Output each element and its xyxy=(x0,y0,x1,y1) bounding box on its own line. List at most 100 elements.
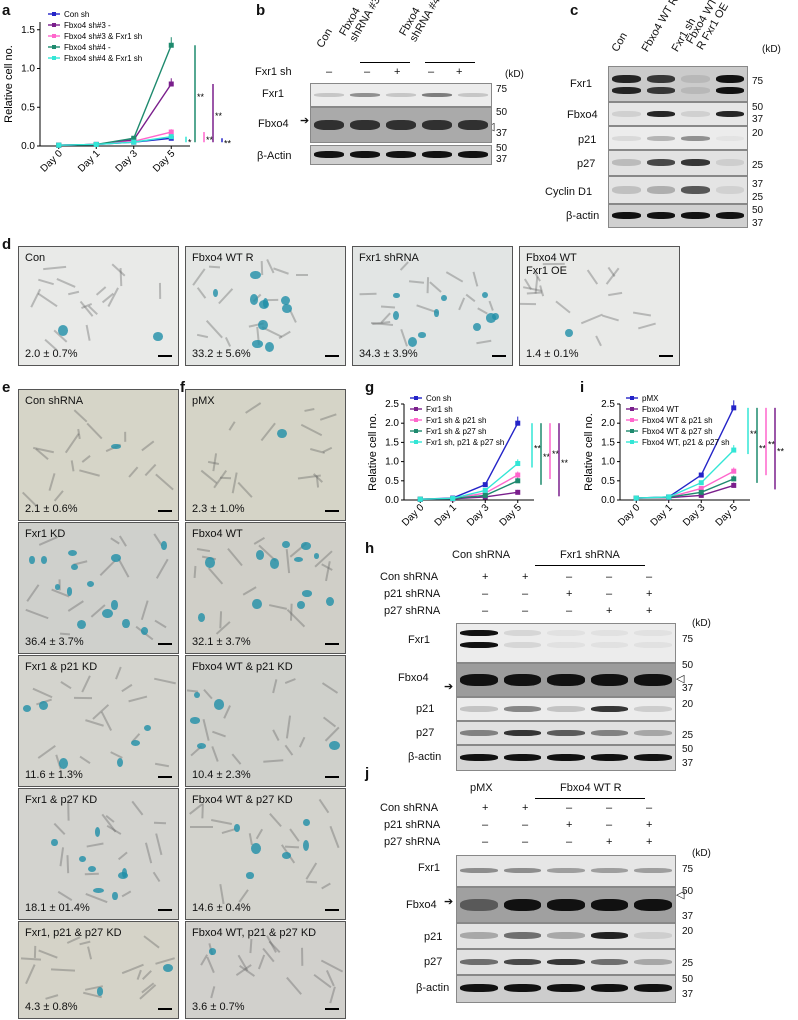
stained-cell xyxy=(110,554,122,563)
stained-cell xyxy=(79,855,86,862)
unstained-cell xyxy=(106,824,122,835)
blot-band xyxy=(590,754,629,761)
legend-marker xyxy=(52,12,56,16)
significance-label: ** xyxy=(759,443,767,453)
blot-c-col: Con xyxy=(609,30,631,54)
unstained-cell xyxy=(324,561,331,581)
micrograph-label: Fbxo4 WT, p21 & p27 KD xyxy=(192,927,317,939)
unstained-cell xyxy=(300,423,323,437)
legend-marker xyxy=(414,440,418,444)
unstained-cell xyxy=(295,274,309,277)
micrograph-f-5: Fbxo4 WT, p21 & p27 KD 3.6 ± 0.7% xyxy=(185,921,346,1019)
unstained-cell xyxy=(85,872,99,876)
unstained-cell xyxy=(285,715,291,739)
unstained-cell xyxy=(70,460,75,472)
blot-band xyxy=(634,642,672,648)
unstained-cell xyxy=(196,287,207,300)
scale-bar xyxy=(158,1008,172,1010)
blot-h-sign: – xyxy=(606,588,613,600)
blot-h-sign: – xyxy=(606,571,613,583)
unstained-cell xyxy=(81,454,91,463)
stained-cell xyxy=(252,598,262,610)
unstained-cell xyxy=(144,842,153,864)
scale-bar xyxy=(158,909,172,911)
unstained-cell xyxy=(128,695,148,703)
x-tick-label: Day 1 xyxy=(649,502,676,529)
blot-c-marker: 20 xyxy=(752,128,764,139)
unstained-cell xyxy=(121,890,132,898)
legend-label: Fxr1 sh & p21 sh xyxy=(426,416,486,425)
series-line xyxy=(636,449,735,499)
micrograph-label: Fxr1 & p27 KD xyxy=(25,794,98,806)
micrograph-f-3: Fbxo4 WT & p21 KD 10.4 ± 2.3% xyxy=(185,655,346,787)
unstained-cell xyxy=(218,288,234,305)
blot-h-sign: – xyxy=(646,571,653,583)
stained-cell xyxy=(88,866,97,873)
stained-cell xyxy=(117,757,124,768)
unstained-cell xyxy=(192,267,206,286)
blot-b-sign: + xyxy=(456,66,463,78)
blot-band xyxy=(386,120,416,130)
x-tick-label: Day 0 xyxy=(616,502,643,529)
micrograph-percent: 34.3 ± 3.9% xyxy=(359,348,418,360)
blot-band xyxy=(422,151,452,158)
stained-cell xyxy=(407,336,418,348)
stained-cell xyxy=(198,613,206,623)
blot-b-strip-fbxo4 xyxy=(310,107,492,143)
unstained-cell xyxy=(74,697,93,700)
unstained-cell xyxy=(285,845,299,849)
stained-cell xyxy=(282,541,291,549)
stained-cell xyxy=(258,319,268,331)
legend-marker xyxy=(630,407,634,411)
blot-h-sign: + xyxy=(566,588,573,600)
blot-j-strip xyxy=(456,887,676,923)
blot-c-row: Fxr1 xyxy=(570,78,592,90)
stained-cell xyxy=(326,596,335,606)
panel-label-d: d xyxy=(2,236,12,253)
stained-cell xyxy=(160,541,167,551)
blot-j-sign: – xyxy=(566,836,573,848)
data-point xyxy=(131,139,137,145)
blot-j-row: p21 xyxy=(424,931,443,943)
unstained-cell xyxy=(213,470,227,489)
unstained-cell xyxy=(110,537,120,545)
blot-band xyxy=(503,642,542,648)
unstained-cell xyxy=(298,736,306,748)
stained-cell xyxy=(251,842,262,854)
unstained-cell xyxy=(245,402,262,414)
unstained-cell xyxy=(289,828,300,842)
stained-cell xyxy=(54,584,61,591)
unstained-cell xyxy=(286,549,291,573)
stained-cell xyxy=(66,586,72,596)
blot-h-group2: Fxr1 shRNA xyxy=(560,549,620,561)
micrograph-d-3: Fxr1 shRNA 34.3 ± 3.9% xyxy=(352,246,513,366)
blot-j-strip xyxy=(456,855,676,887)
micrograph-f-1: pMX 2.3 ± 1.0% xyxy=(185,389,346,521)
blot-band xyxy=(422,93,452,97)
blot-j-sign: + xyxy=(646,836,653,848)
stained-cell xyxy=(246,872,254,879)
unstained-cell xyxy=(54,490,65,502)
unstained-cell xyxy=(268,812,282,827)
blot-b-marker: 37 xyxy=(496,154,508,165)
unstained-cell xyxy=(154,833,162,855)
blot-c-strip xyxy=(608,176,748,204)
data-point xyxy=(482,482,488,488)
open-triangle-icon: ◁ xyxy=(676,673,685,685)
unstained-cell xyxy=(190,825,214,829)
blot-band xyxy=(458,151,488,158)
blot-j-sign: + xyxy=(606,836,613,848)
unstained-cell xyxy=(272,729,280,741)
x-tick-label: Day 1 xyxy=(76,148,103,175)
blot-b-marker: 50 xyxy=(496,107,508,118)
blot-band xyxy=(612,212,641,219)
blot-c-marker: 75 xyxy=(752,76,764,87)
legend-label: Fxr1 sh xyxy=(426,405,453,414)
blot-j-group2: Fbxo4 WT R xyxy=(560,782,622,794)
blot-band xyxy=(612,87,641,94)
unstained-cell xyxy=(86,842,104,847)
series-line xyxy=(420,462,519,500)
unstained-cell xyxy=(201,803,205,820)
blot-c-strip xyxy=(608,204,748,228)
blot-h-sign: – xyxy=(482,605,489,617)
